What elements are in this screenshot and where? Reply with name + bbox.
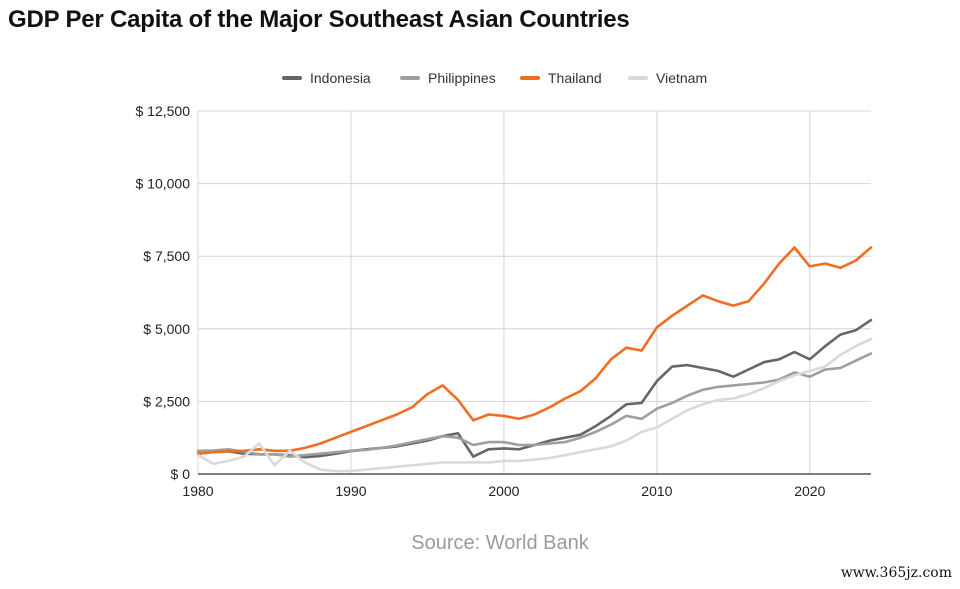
legend-item-thailand: Thailand — [520, 70, 602, 86]
series-line-thailand — [196, 246, 873, 456]
series-line-indonesia — [196, 318, 873, 459]
x-tick-label: 2010 — [641, 483, 672, 499]
legend-item-indonesia: Indonesia — [282, 70, 371, 86]
legend-item-philippines: Philippines — [400, 70, 496, 86]
watermark: www.365jz.com — [840, 565, 952, 581]
y-tick-label: $ 2,500 — [143, 393, 190, 409]
legend-item-vietnam: Vietnam — [628, 70, 707, 86]
y-tick-label: $ 12,500 — [136, 103, 191, 119]
legend-label: Indonesia — [310, 70, 371, 86]
x-tick-label: 2000 — [488, 483, 519, 499]
axes: $ 0 $ 2,500 $ 5,000 $ 7,500 $ 10,000 $ 12,500… — [136, 103, 871, 499]
chart-title: GDP Per Capita of the Major Southeast As… — [8, 6, 630, 33]
legend: Indonesia Philippines Thailand Vietnam — [282, 70, 707, 86]
source-note: Source: World Bank — [411, 532, 589, 554]
series-lines — [196, 246, 873, 473]
x-tick-label: 1980 — [182, 483, 213, 499]
legend-label: Philippines — [428, 70, 496, 86]
legend-label: Vietnam — [656, 70, 707, 86]
y-tick-label: $ 5,000 — [143, 321, 190, 337]
legend-label: Thailand — [548, 70, 602, 86]
series-line-philippines — [196, 352, 873, 458]
x-tick-label: 1990 — [335, 483, 366, 499]
series-line-vietnam — [196, 337, 873, 473]
grid — [197, 110, 871, 474]
y-tick-label: $ 7,500 — [143, 248, 190, 264]
y-tick-label: $ 0 — [171, 466, 191, 482]
x-tick-label: 2020 — [794, 483, 825, 499]
y-tick-label: $ 10,000 — [136, 176, 191, 192]
